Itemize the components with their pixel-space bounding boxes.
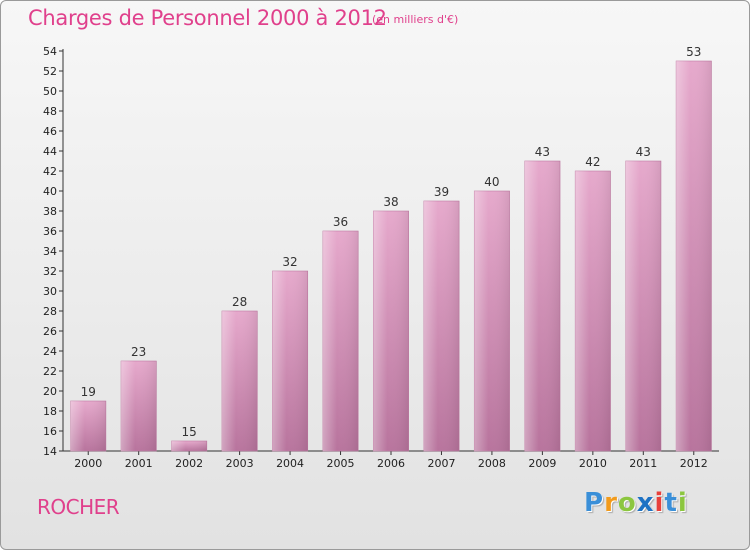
- x-tick-label: 2000: [74, 457, 102, 470]
- data-label: 53: [686, 45, 701, 59]
- x-tick-label: 2003: [226, 457, 254, 470]
- logo-letter: P: [584, 488, 605, 518]
- y-tick-label: 48: [43, 105, 57, 118]
- chart-title: Charges de Personnel 2000 à 2012: [28, 6, 387, 30]
- y-tick-label: 32: [43, 265, 57, 278]
- chart-labels: 2000 19 2001 23 2002 15 2003 28 2004 32 2005 36 2006…: [74, 45, 708, 470]
- x-tick-label: 2004: [276, 457, 304, 470]
- data-label: 43: [535, 145, 550, 159]
- y-tick-label: 14: [43, 445, 57, 458]
- y-tick-label: 20: [43, 385, 57, 398]
- bar-highlight: [524, 161, 561, 451]
- y-tick-label: 50: [43, 85, 57, 98]
- y-tick-label: 34: [43, 245, 57, 258]
- commune-name: ROCHER: [37, 495, 120, 519]
- logo-letter: r: [604, 488, 618, 518]
- data-label: 38: [383, 195, 398, 209]
- y-tick-label: 44: [43, 145, 57, 158]
- bar-highlight: [474, 191, 510, 451]
- logo-letter: i: [654, 488, 665, 518]
- y-tick-label: 42: [43, 165, 57, 178]
- y-tick-label: 18: [43, 405, 57, 418]
- x-tick-label: 2010: [579, 457, 607, 470]
- data-label: 42: [585, 155, 600, 169]
- chart-subtitle: (en milliers d'€): [372, 13, 459, 26]
- data-label: 28: [232, 295, 247, 309]
- y-tick-label: 54: [43, 45, 57, 58]
- y-tick-label: 30: [43, 285, 57, 298]
- bar-highlight: [625, 161, 661, 451]
- y-tick-label: 26: [43, 325, 57, 338]
- x-tick-label: 2012: [680, 457, 708, 470]
- logo-letter: t: [664, 488, 678, 518]
- x-tick-label: 2001: [125, 457, 153, 470]
- y-tick-label: 24: [43, 345, 57, 358]
- y-tick-label: 38: [43, 205, 57, 218]
- chart-axes: 14 16 18 20 22 24 26 28 30 32 34 36 38 40 42 44 46 48 50 52…: [43, 45, 719, 458]
- data-label: 23: [131, 345, 146, 359]
- bar-highlight: [676, 61, 712, 451]
- y-tick-label: 28: [43, 305, 57, 318]
- data-label: 15: [182, 425, 197, 439]
- bar-highlight: [70, 401, 106, 451]
- y-tick-label: 22: [43, 365, 57, 378]
- x-tick-label: 2002: [175, 457, 203, 470]
- data-label: 39: [434, 185, 449, 199]
- bar-highlight: [272, 271, 308, 451]
- data-label: 40: [484, 175, 499, 189]
- x-tick-label: 2011: [629, 457, 657, 470]
- x-tick-label: 2006: [377, 457, 405, 470]
- bar-highlight: [171, 441, 207, 451]
- data-label: 19: [81, 385, 96, 399]
- data-label: 36: [333, 215, 348, 229]
- bar-highlight: [373, 211, 409, 451]
- x-tick-label: 2008: [478, 457, 506, 470]
- x-tick-label: 2007: [427, 457, 455, 470]
- x-tick-label: 2005: [327, 457, 355, 470]
- logo-letter: o: [617, 488, 637, 518]
- y-tick-label: 52: [43, 65, 57, 78]
- logo-letter: x: [636, 488, 655, 518]
- proxiti-logo[interactable]: Proxiti: [584, 488, 688, 518]
- y-tick-label: 46: [43, 125, 57, 138]
- bar-highlight: [121, 361, 157, 451]
- bar-highlight: [423, 201, 460, 451]
- y-tick-label: 36: [43, 225, 57, 238]
- bar-highlight: [575, 171, 611, 451]
- logo-letter: i: [677, 488, 688, 518]
- y-tick-label: 16: [43, 425, 57, 438]
- data-label: 32: [282, 255, 297, 269]
- x-tick-label: 2009: [528, 457, 556, 470]
- data-label: 43: [636, 145, 651, 159]
- bar-highlight: [322, 231, 359, 451]
- y-tick-label: 40: [43, 185, 57, 198]
- chart-bars: [70, 60, 712, 452]
- bar-highlight: [221, 311, 258, 451]
